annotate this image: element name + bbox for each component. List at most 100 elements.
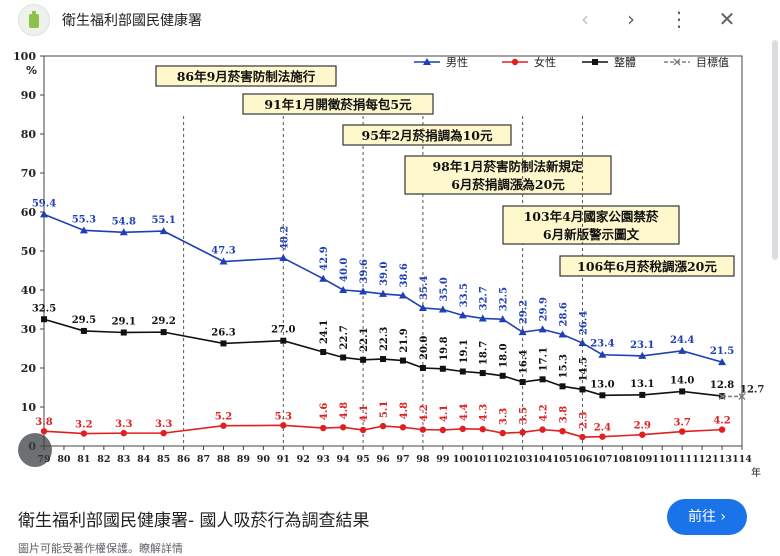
data-label: 4.2 — [713, 416, 730, 427]
data-label: 23.1 — [630, 340, 654, 351]
x-tick-label: 92 — [297, 454, 310, 465]
x-tick-label: 93 — [317, 454, 330, 465]
data-label: 21.5 — [710, 346, 734, 357]
data-point — [678, 428, 686, 435]
x-tick-label: 90 — [257, 454, 271, 465]
data-label: 4.2 — [539, 404, 550, 421]
data-label: 4.6 — [319, 403, 330, 420]
data-point — [438, 305, 447, 313]
data-point — [339, 286, 348, 293]
legend-label: 男性 — [446, 55, 468, 69]
y-tick-label: 10 — [21, 401, 37, 414]
data-point — [80, 430, 88, 437]
data-label: 29.2 — [151, 316, 175, 327]
scrollbar[interactable] — [772, 40, 778, 260]
y-tick-label: 100 — [13, 50, 36, 63]
data-point — [280, 337, 287, 344]
data-point — [459, 368, 466, 375]
data-label: 21.9 — [399, 328, 410, 352]
legend-marker — [673, 58, 681, 66]
copyright-notice[interactable]: 圖片可能受著作權保護。瞭解詳情 — [18, 542, 183, 555]
data-point — [220, 422, 227, 429]
data-point — [458, 311, 467, 319]
data-point — [538, 325, 547, 333]
policy-annotation-text: 103年4月國家公園禁菸 — [524, 209, 659, 224]
data-label: 59.4 — [32, 198, 56, 209]
data-label: 38.6 — [399, 263, 410, 287]
data-label: 5.2 — [215, 412, 232, 423]
x-tick-label: 86 — [177, 454, 191, 465]
data-label: 22.7 — [339, 325, 350, 349]
data-label: 26.4 — [578, 311, 589, 335]
back-icon[interactable]: ‹ — [581, 7, 589, 31]
data-label: 18.0 — [499, 343, 510, 367]
data-label: 23.4 — [590, 339, 614, 350]
x-tick-label: 105 — [553, 454, 573, 465]
site-title[interactable]: 衛生福利部國民健康署 — [62, 13, 202, 29]
data-label: 29.2 — [519, 300, 530, 324]
y-tick-label: 20 — [21, 362, 37, 375]
data-label: 42.9 — [319, 246, 330, 270]
data-label: 24.4 — [670, 335, 694, 346]
data-point — [220, 340, 227, 347]
data-label: 2.3 — [578, 412, 589, 429]
smoking-rate-chart: 0102030405060708090100%79808182838485868… — [0, 38, 780, 486]
x-tick-label: 109 — [632, 454, 652, 465]
policy-annotation-text: 86年9月菸害防制法施行 — [177, 69, 316, 84]
data-label: 55.1 — [151, 215, 175, 226]
result-title[interactable]: 衛生福利部國民健康署- 國人吸菸行為調查結果 — [18, 511, 370, 531]
more-options-icon[interactable]: ⋮ — [669, 7, 689, 31]
x-tick-label: 113 — [712, 454, 732, 465]
data-point — [320, 424, 327, 432]
data-label: 19.8 — [439, 336, 450, 360]
data-label: 39.6 — [359, 259, 370, 283]
x-tick-label: 106 — [573, 454, 593, 465]
data-point — [558, 330, 567, 338]
data-point — [578, 339, 587, 347]
data-label: 35.0 — [439, 277, 450, 301]
data-label: 4.2 — [419, 404, 430, 421]
data-point — [498, 315, 507, 323]
legend-marker — [423, 58, 431, 65]
data-label: 3.2 — [75, 420, 92, 431]
lens-search-icon[interactable] — [18, 433, 52, 467]
top-bar: 衛生福利部國民健康署 ‹ › ⋮ ✕ — [0, 0, 780, 38]
data-point — [678, 346, 687, 354]
data-label: 55.3 — [72, 214, 96, 225]
data-point — [539, 426, 546, 433]
data-point — [399, 357, 406, 364]
data-label: 4.8 — [399, 402, 410, 419]
data-label: 13.0 — [590, 379, 614, 390]
forward-icon[interactable]: › — [627, 7, 635, 31]
data-point — [499, 429, 506, 437]
data-point — [598, 350, 607, 358]
legend-label: 整體 — [614, 55, 636, 69]
data-label: 27.0 — [271, 325, 295, 336]
data-point — [219, 257, 228, 265]
policy-annotation-text: 6月菸捐調漲為20元 — [451, 177, 565, 192]
x-tick-label: 111 — [672, 454, 692, 465]
data-point — [398, 291, 407, 299]
data-label: 3.5 — [519, 407, 530, 424]
y-tick-label: 50 — [21, 245, 37, 258]
data-point — [279, 254, 288, 262]
data-point — [340, 354, 347, 361]
legend-label: 目標值 — [696, 55, 729, 69]
data-point — [519, 379, 526, 386]
data-point — [359, 287, 368, 295]
data-label: 3.8 — [559, 406, 570, 423]
close-icon[interactable]: ✕ — [718, 7, 736, 31]
visit-button[interactable]: 前往 › — [667, 499, 747, 535]
x-tick-label: 112 — [692, 454, 712, 465]
x-tick-label: 89 — [237, 454, 251, 465]
data-point — [539, 376, 546, 383]
data-point — [79, 226, 88, 234]
x-tick-label: 107 — [592, 454, 612, 465]
data-point — [319, 274, 328, 282]
data-label: 4.3 — [479, 404, 490, 421]
data-point — [478, 314, 487, 322]
data-label: 3.8 — [35, 417, 52, 428]
data-label: 32.5 — [32, 303, 56, 314]
x-tick-label: 87 — [197, 454, 210, 465]
data-point — [41, 316, 47, 323]
